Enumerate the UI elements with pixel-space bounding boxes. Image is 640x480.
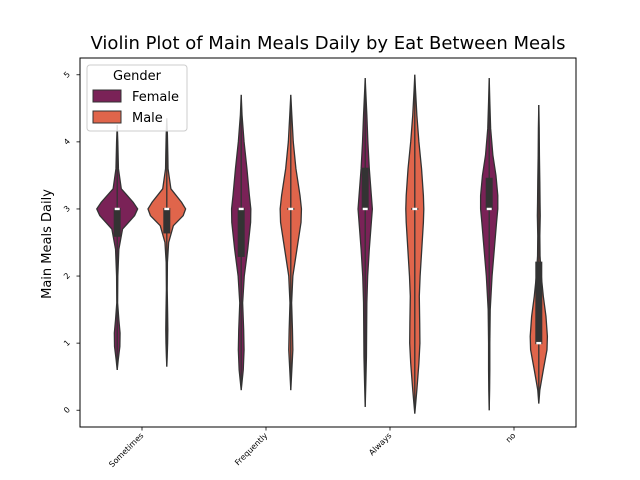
median-marker-male-sometimes bbox=[164, 207, 170, 211]
legend-title: Gender bbox=[113, 69, 162, 84]
legend-swatch-female bbox=[92, 89, 122, 103]
x-tick-label-no: no bbox=[504, 431, 517, 444]
y-axis-label: Main Meals Daily bbox=[40, 189, 55, 299]
y-tick-label: 5 bbox=[62, 70, 72, 80]
legend: Gender Female Male bbox=[86, 64, 188, 132]
chart-title: Violin Plot of Main Meals Daily by Eat B… bbox=[91, 33, 566, 54]
legend-swatch-male bbox=[92, 110, 122, 124]
legend-label-female: Female bbox=[132, 90, 179, 105]
iqr-box-male-no bbox=[535, 261, 543, 345]
median-marker-male-always bbox=[412, 207, 418, 211]
iqr-box-female-no bbox=[485, 177, 493, 210]
y-tick-label: 0 bbox=[62, 405, 72, 415]
iqr-box-male-sometimes bbox=[163, 207, 171, 234]
x-tick-label-always: Always bbox=[367, 431, 393, 457]
x-tick-label-frequently: Frequently bbox=[233, 431, 269, 467]
median-marker-female-always bbox=[362, 207, 368, 211]
y-tick-label: 4 bbox=[62, 137, 72, 147]
plot-border bbox=[79, 57, 577, 428]
iqr-box-female-frequently bbox=[237, 207, 245, 257]
y-tick-label: 1 bbox=[62, 338, 72, 348]
y-axis-ticks: 0 1 2 3 4 5 bbox=[62, 70, 80, 415]
median-marker-female-sometimes bbox=[114, 207, 120, 211]
median-marker-male-no bbox=[536, 341, 542, 345]
y-tick-label: 2 bbox=[62, 271, 72, 281]
violins-layer bbox=[95, 74, 549, 414]
x-axis-ticks: Sometimes Frequently Always no bbox=[107, 427, 517, 469]
y-tick-label: 3 bbox=[62, 204, 72, 214]
x-tick-label-sometimes: Sometimes bbox=[107, 431, 145, 469]
median-marker-male-frequently bbox=[288, 207, 294, 211]
median-marker-female-no bbox=[486, 207, 492, 211]
legend-label-male: Male bbox=[132, 111, 163, 126]
iqr-box-female-always bbox=[361, 167, 369, 210]
iqr-box-female-sometimes bbox=[113, 207, 121, 237]
median-marker-female-frequently bbox=[238, 207, 244, 211]
